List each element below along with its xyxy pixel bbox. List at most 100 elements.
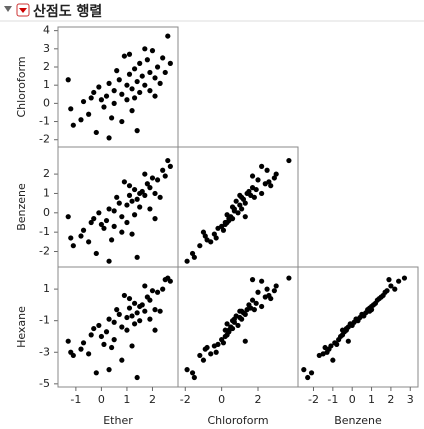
y-tick-label: 3 bbox=[43, 42, 50, 55]
point bbox=[222, 333, 228, 340]
x-tick-label: 0 bbox=[98, 393, 105, 406]
point bbox=[80, 340, 87, 346]
point bbox=[119, 357, 125, 363]
point bbox=[106, 258, 112, 264]
point bbox=[106, 367, 112, 373]
x-tick-label: 0 bbox=[349, 393, 356, 406]
y-tick-label: -2 bbox=[39, 133, 50, 146]
point bbox=[111, 223, 117, 229]
y-tick-label: 1 bbox=[43, 282, 50, 295]
point bbox=[144, 57, 150, 63]
point bbox=[147, 206, 153, 212]
point bbox=[237, 202, 243, 208]
point bbox=[184, 367, 190, 373]
point bbox=[200, 357, 207, 363]
point bbox=[167, 278, 173, 284]
point bbox=[129, 231, 135, 237]
point bbox=[378, 294, 384, 300]
point bbox=[249, 185, 256, 191]
point bbox=[253, 300, 259, 306]
x-tick-label: 3 bbox=[407, 393, 414, 406]
point bbox=[189, 250, 196, 257]
point bbox=[152, 327, 158, 333]
point bbox=[119, 229, 125, 235]
point bbox=[149, 175, 156, 181]
point bbox=[142, 46, 148, 52]
point bbox=[121, 292, 127, 299]
point bbox=[255, 289, 261, 295]
point bbox=[301, 367, 307, 373]
x-tick-label: 1 bbox=[123, 393, 130, 406]
point bbox=[244, 190, 250, 197]
point bbox=[134, 128, 140, 134]
point bbox=[197, 243, 203, 249]
point bbox=[242, 200, 248, 206]
point bbox=[116, 77, 122, 83]
point bbox=[129, 108, 135, 114]
point bbox=[262, 181, 268, 187]
collapse-icon[interactable] bbox=[4, 6, 12, 12]
point bbox=[96, 210, 102, 216]
point bbox=[124, 202, 130, 208]
point bbox=[129, 86, 135, 92]
point bbox=[184, 258, 190, 264]
point bbox=[157, 80, 163, 86]
y-tick-label: -5 bbox=[39, 377, 50, 390]
point bbox=[126, 183, 133, 189]
y-tick-label: 0 bbox=[43, 96, 50, 109]
point bbox=[167, 60, 173, 66]
point bbox=[213, 349, 219, 355]
point bbox=[124, 314, 130, 321]
point bbox=[202, 233, 208, 239]
point bbox=[370, 302, 377, 308]
point bbox=[147, 69, 153, 76]
point bbox=[124, 97, 130, 103]
x-tick-label: -2 bbox=[308, 393, 319, 406]
point bbox=[131, 95, 138, 101]
point bbox=[224, 321, 230, 327]
point bbox=[134, 78, 140, 85]
point bbox=[271, 175, 277, 181]
point bbox=[231, 206, 237, 212]
point bbox=[98, 97, 105, 103]
point bbox=[249, 173, 256, 179]
point bbox=[109, 344, 115, 351]
point bbox=[114, 194, 120, 200]
point bbox=[160, 286, 166, 292]
point bbox=[129, 198, 135, 204]
point bbox=[165, 157, 171, 164]
point bbox=[134, 254, 140, 260]
point bbox=[336, 337, 342, 343]
point bbox=[111, 208, 117, 214]
point bbox=[70, 122, 76, 128]
point bbox=[119, 324, 125, 330]
point bbox=[106, 316, 112, 322]
point bbox=[98, 333, 105, 340]
point bbox=[219, 337, 225, 343]
x-axis-title: Benzene bbox=[334, 414, 382, 427]
point bbox=[101, 225, 107, 231]
point bbox=[396, 278, 402, 284]
point bbox=[233, 198, 239, 204]
point bbox=[111, 100, 117, 106]
point bbox=[235, 322, 241, 329]
point bbox=[249, 297, 256, 303]
point bbox=[392, 286, 398, 292]
point bbox=[147, 316, 153, 322]
x-tick-label: 1 bbox=[368, 393, 375, 406]
panel-frame bbox=[57, 146, 179, 268]
point bbox=[119, 214, 125, 220]
point bbox=[211, 231, 217, 237]
point bbox=[65, 214, 71, 220]
point bbox=[96, 322, 102, 329]
point bbox=[134, 310, 140, 316]
point bbox=[167, 163, 173, 169]
point bbox=[106, 135, 112, 141]
point bbox=[131, 321, 138, 327]
point bbox=[109, 237, 115, 243]
point bbox=[147, 88, 153, 94]
point bbox=[365, 308, 371, 314]
panel-frame bbox=[57, 26, 179, 148]
point bbox=[96, 84, 102, 90]
y-axis-title: Benzene bbox=[15, 183, 28, 231]
